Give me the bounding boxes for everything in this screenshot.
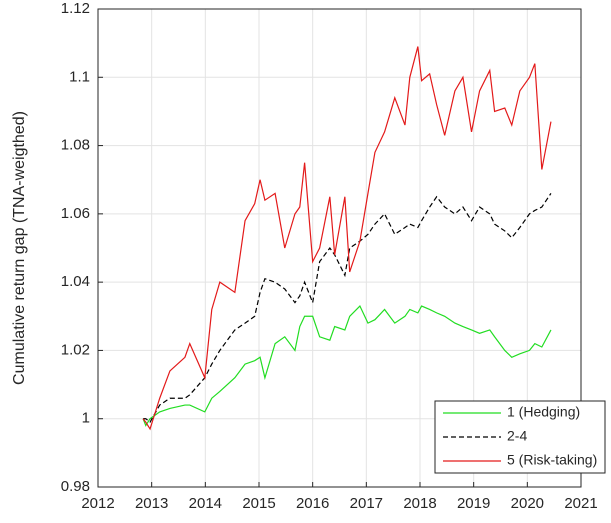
y-axis-label: Cumulative return gap (TNA-weigthed) bbox=[11, 111, 28, 385]
x-tick-label: 2021 bbox=[564, 495, 597, 512]
axes-box bbox=[97, 8, 582, 488]
x-tick-label: 2019 bbox=[457, 495, 490, 512]
x-tick-label: 2017 bbox=[350, 495, 383, 512]
x-tick-label: 2015 bbox=[242, 495, 275, 512]
legend-label: 1 (Hedging) bbox=[507, 404, 580, 420]
y-tick-label: 1.04 bbox=[61, 273, 90, 290]
y-tick-label: 1.12 bbox=[61, 0, 90, 17]
series-line bbox=[143, 193, 552, 424]
legend-label: 2-4 bbox=[507, 428, 527, 444]
x-tick-label: 2014 bbox=[189, 495, 222, 512]
y-tick-label: 1.08 bbox=[61, 137, 90, 154]
y-tick-label: 1.06 bbox=[61, 205, 90, 222]
x-tick-label: 2018 bbox=[403, 495, 436, 512]
x-tick-label: 2013 bbox=[135, 495, 168, 512]
y-tick-label: 1.02 bbox=[61, 341, 90, 358]
x-tick-label: 2012 bbox=[81, 495, 114, 512]
y-tick-label: 1 bbox=[82, 410, 90, 427]
x-tick-label: 2020 bbox=[511, 495, 544, 512]
series-line bbox=[142, 305, 552, 427]
series-line bbox=[142, 46, 552, 431]
legend-label: 5 (Risk-taking) bbox=[507, 452, 597, 468]
y-tick-label: 0.98 bbox=[61, 478, 90, 495]
y-tick-label: 1.1 bbox=[69, 68, 90, 85]
x-tick-label: 2016 bbox=[296, 495, 329, 512]
